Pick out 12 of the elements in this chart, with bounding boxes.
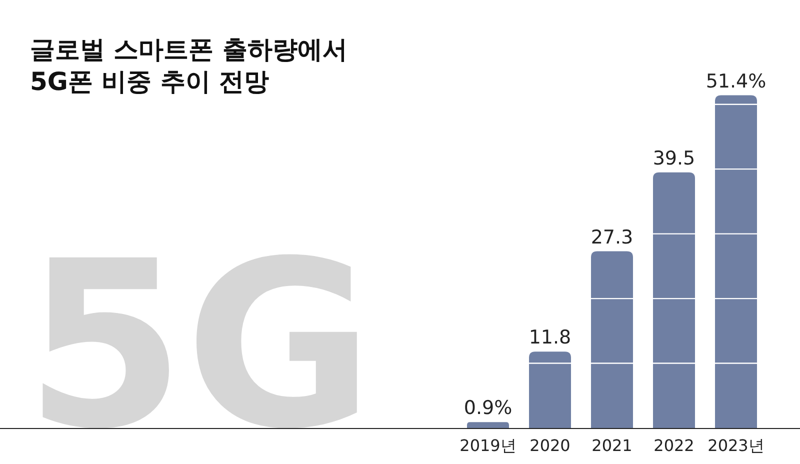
value-label: 51.4% xyxy=(706,70,766,92)
value-label: 27.3 xyxy=(590,226,634,248)
xtick: 2023년 xyxy=(708,436,764,455)
xtick: 2022 xyxy=(654,436,694,455)
value-label: 39.5 xyxy=(652,147,696,170)
xtick: 2021 xyxy=(592,436,632,455)
xtick: 2019년 xyxy=(460,436,516,455)
value-label: 0.9% xyxy=(464,397,512,420)
value-label: 11.8 xyxy=(528,326,572,349)
xtick: 2020 xyxy=(530,436,570,455)
title: 글로벌 스마트폰 출하량에서 xyxy=(30,35,348,64)
title: 5G폰 비중 추이 전망 xyxy=(30,67,270,96)
